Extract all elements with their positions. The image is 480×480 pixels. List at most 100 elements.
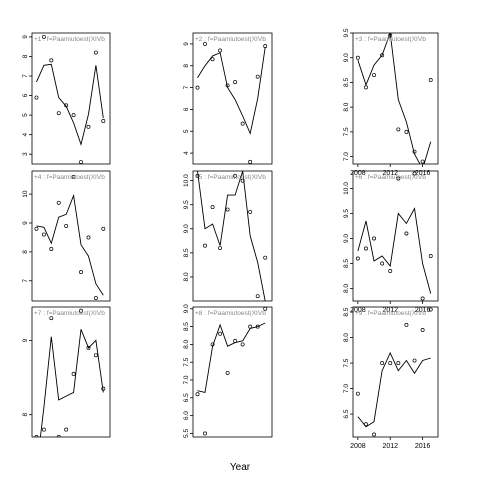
data-point xyxy=(49,247,54,251)
y-tick-label: 10 xyxy=(22,190,29,198)
data-point xyxy=(225,370,230,375)
fit-line xyxy=(36,63,104,146)
panel-7: 7.0 7.5 8.0 8.5 9.0 9.5 2008 2012 2016 +3 : f=Paa… xyxy=(343,28,439,177)
strip-label: +6 : f=Paamiutoest(XIVb xyxy=(355,174,426,181)
y-tick-label: 9 xyxy=(183,42,190,46)
x-axis-label: Year xyxy=(230,462,251,473)
data-point xyxy=(248,159,253,164)
data-point xyxy=(203,431,207,436)
strip-label: +8 : f=Paamiutoest(XIVb xyxy=(195,310,266,317)
panel-frame xyxy=(31,306,111,438)
panel-5: 8.0 8.5 9.0 9.5 10.0 +5 : f=Paamiutoest(XIVb xyxy=(183,170,273,302)
data-point xyxy=(372,432,376,437)
data-point xyxy=(218,246,223,250)
data-point xyxy=(79,308,83,313)
y-tick-label: 7.5 xyxy=(343,358,350,367)
data-point xyxy=(233,338,238,343)
fit-line xyxy=(197,322,266,394)
y-tick-label: 8.5 xyxy=(343,78,350,87)
data-point xyxy=(240,121,245,126)
strip-label: +5 : f=Paamiutoest(XIVb xyxy=(195,174,266,181)
y-tick-label: 8.5 xyxy=(183,248,190,257)
y-tick-label: 9.5 xyxy=(343,209,350,218)
data-point xyxy=(255,324,260,329)
panel-2: 7 8 9 10 +4 : f=Paamiutoest(XIVb xyxy=(22,170,111,302)
data-point xyxy=(388,361,393,366)
x-tick-label: 2012 xyxy=(382,307,398,314)
data-point xyxy=(101,386,106,391)
y-tick-label: 7 xyxy=(22,279,29,283)
y-tick-label: 7 xyxy=(183,85,190,89)
data-point xyxy=(71,371,76,376)
fit-line xyxy=(39,329,104,437)
data-point xyxy=(93,353,98,358)
y-tick-label: 7.5 xyxy=(343,127,350,136)
data-point xyxy=(396,361,401,366)
data-point xyxy=(34,226,39,231)
data-point xyxy=(255,74,260,79)
y-tick-label: 4 xyxy=(183,151,190,155)
data-point xyxy=(218,331,223,336)
data-point xyxy=(210,57,215,62)
data-point xyxy=(93,50,98,55)
data-point xyxy=(380,53,385,58)
data-point xyxy=(79,160,83,164)
y-tick-label: 8.0 xyxy=(343,333,350,342)
panel-frame xyxy=(31,170,111,302)
data-point xyxy=(86,345,91,350)
data-point xyxy=(380,361,385,366)
panel-3: 8 9 +7 : f=Paamiutoest(XIVb xyxy=(22,306,111,438)
panel-6: 5.5 6.0 6.5 7.0 7.5 8.0 8.5 9.0 +8 : f=Paamiutoe… xyxy=(183,304,273,438)
panel-frame xyxy=(352,32,439,165)
data-point xyxy=(372,236,376,241)
strip-label: +4 : f=Paamiutoest(XIVb xyxy=(34,174,105,181)
panel-frame xyxy=(352,306,439,438)
data-point xyxy=(101,119,106,123)
data-point xyxy=(79,270,83,275)
data-point xyxy=(428,254,433,258)
y-tick-label: 10.0 xyxy=(183,174,190,187)
data-point xyxy=(41,34,46,39)
x-tick-label: 2016 xyxy=(415,307,431,314)
data-point xyxy=(218,48,223,53)
data-point xyxy=(210,205,215,210)
x-tick-label: 2012 xyxy=(382,170,398,177)
y-tick-label: 7.0 xyxy=(183,375,190,384)
data-point xyxy=(86,124,91,129)
y-tick-label: 8.5 xyxy=(183,322,190,331)
data-point xyxy=(203,243,207,248)
fit-line xyxy=(357,207,432,294)
data-point xyxy=(56,435,61,437)
panel-frame xyxy=(192,32,273,165)
y-tick-label: 9.0 xyxy=(343,234,350,243)
data-point xyxy=(64,223,69,228)
data-point xyxy=(355,391,360,396)
data-point xyxy=(263,44,268,49)
y-tick-label: 9.0 xyxy=(183,224,190,233)
data-point xyxy=(404,322,409,327)
x-tick-label: 2008 xyxy=(350,307,366,314)
data-point xyxy=(64,427,69,432)
y-tick-label: 9.5 xyxy=(343,28,350,37)
data-point xyxy=(248,209,253,214)
data-point xyxy=(233,80,238,85)
data-point xyxy=(404,231,409,236)
data-point xyxy=(210,342,215,347)
x-tick-label: 2016 xyxy=(415,170,431,177)
data-point xyxy=(404,129,409,134)
fit-line xyxy=(197,171,266,301)
data-point xyxy=(412,358,417,363)
y-tick-label: 8 xyxy=(22,413,29,417)
y-tick-label: 7.0 xyxy=(343,152,350,161)
strip-label: +1 : f=Paamiutoest(XIVb xyxy=(34,36,105,43)
fit-line xyxy=(357,351,431,428)
data-point xyxy=(396,127,401,132)
strip-label: +2 : f=Paamiutoest(XIVb xyxy=(195,36,266,43)
data-point xyxy=(364,246,368,251)
data-point xyxy=(263,255,268,260)
data-point xyxy=(240,178,245,183)
data-point xyxy=(420,159,425,164)
data-point xyxy=(101,226,106,231)
y-tick-label: 8 xyxy=(22,250,29,254)
